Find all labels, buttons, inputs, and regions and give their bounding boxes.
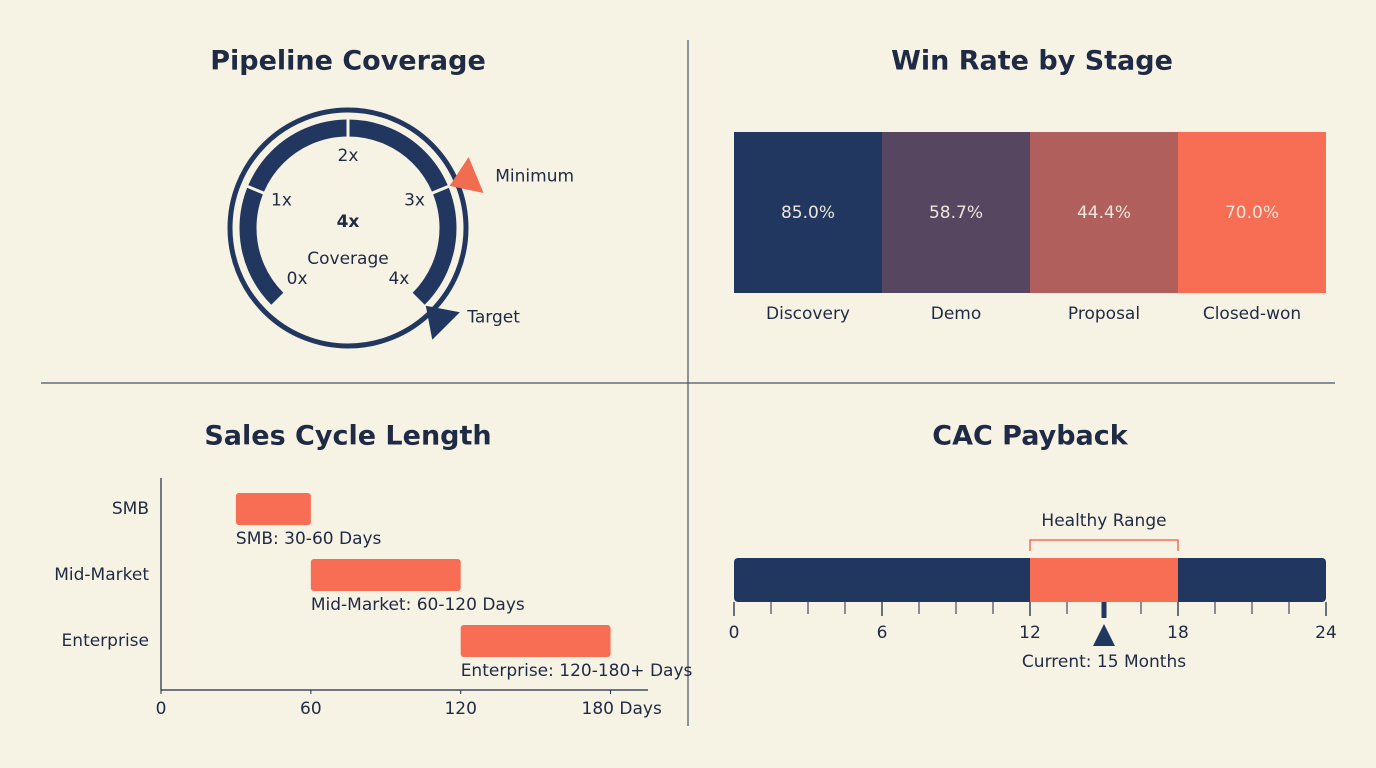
x-tick-label: 18 [1167,623,1189,643]
stage-cell [882,132,1030,293]
range-label: Healthy Range [1041,511,1166,531]
stage-cell [734,132,882,293]
x-tick-label: 0 [156,699,167,719]
value-label: 70.0% [1225,203,1279,223]
chart-title: Sales Cycle Length [204,421,491,452]
value-label: 85.0% [781,203,835,223]
x-tick-label: 60 [300,699,322,719]
marker-label: Minimum [495,167,574,187]
gauge-ring [227,107,469,349]
y-tick-label: SMB [112,499,149,519]
range-bar [460,625,611,657]
marker-label: Target [466,307,520,327]
stage-cell [1178,132,1326,293]
gauge-marker [425,305,460,340]
gauge-tick-label: 3x [404,190,425,210]
gauge-tick-label: 2x [338,146,359,166]
category-label: Closed-won [1203,304,1301,324]
chart-title: Win Rate by Stage [891,46,1173,77]
category-label: Proposal [1068,304,1140,324]
x-tick-label: 0 [729,623,740,643]
gauge-marker [449,156,484,193]
x-tick-label: 24 [1315,623,1337,643]
bar-label: Enterprise: 120-180+ Days [461,661,693,681]
value-label: 58.7% [929,203,983,223]
gauge-caption: Coverage [307,249,388,269]
value-label: 44.4% [1077,203,1131,223]
bar-label: Mid-Market: 60-120 Days [311,595,525,615]
x-tick-label: 12 [1019,623,1041,643]
gauge-tick [430,184,451,195]
gauge-tick [245,184,266,195]
y-tick-label: Enterprise [62,631,149,651]
y-tick-label: Mid-Market [54,565,149,585]
bar-label: SMB: 30-60 Days [236,529,382,549]
current-marker [1093,624,1115,646]
gauge-tick-label: 1x [271,190,292,210]
x-tick-label: 120 [444,699,476,719]
category-label: Discovery [766,304,850,324]
category-label: Demo [931,304,982,324]
current-label: Current: 15 Months [1022,652,1186,672]
range-bracket [1029,539,1179,551]
x-tick-label: 180 Days [582,699,662,719]
x-tick-label: 6 [877,623,888,643]
gauge-tick-label: 0x [287,269,308,289]
range-bar [235,493,311,525]
stage-cell [1030,132,1178,293]
chart-title: CAC Payback [932,421,1129,452]
range-bar [310,559,461,591]
chart-title: Pipeline Coverage [210,46,486,77]
healthy-range [1030,558,1178,602]
gauge-value: 4x [337,212,360,232]
gauge-tick-label: 4x [388,269,409,289]
